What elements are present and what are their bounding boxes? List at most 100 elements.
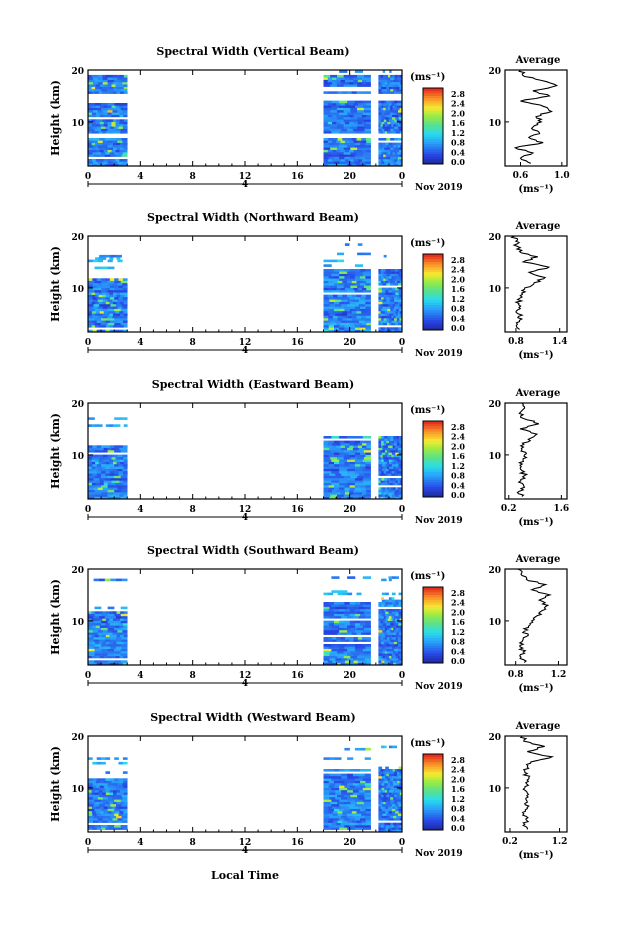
heatmap-cell xyxy=(362,287,367,291)
heatmap-cell xyxy=(120,660,128,663)
heatmap-cell xyxy=(105,466,110,469)
heatmap-cell xyxy=(354,604,363,607)
heatmap-cell xyxy=(323,126,331,129)
heatmap-cell xyxy=(344,780,350,784)
heatmap-cell xyxy=(117,110,123,113)
heatmap-cell xyxy=(115,482,120,486)
heatmap-cell xyxy=(122,473,128,476)
heatmap-cell xyxy=(342,91,348,94)
heatmap-cell xyxy=(95,625,100,628)
heatmap-cell xyxy=(119,780,124,784)
heatmap-cell xyxy=(391,790,394,793)
heatmap-cell xyxy=(339,290,348,293)
heatmap-cell xyxy=(331,145,340,148)
heatmap-cell xyxy=(88,811,93,814)
heatmap-cell xyxy=(113,325,117,328)
heatmap-cell xyxy=(117,315,123,319)
heatmap-cell xyxy=(380,780,384,784)
heatmap-cell xyxy=(347,299,354,302)
heatmap-cell xyxy=(354,301,361,305)
heatmap-cell xyxy=(398,292,403,295)
heatmap-cell xyxy=(107,492,115,495)
heatmap-cell xyxy=(361,163,367,167)
heatmap-cell xyxy=(387,478,391,481)
panel-1: Spectral Width (Northward Beam)0 4 8 12 16 20… xyxy=(49,211,568,361)
heatmap-cell xyxy=(107,625,112,628)
heatmap-cell xyxy=(396,632,400,635)
colorbar-tick-label: 0.8 xyxy=(451,637,465,647)
heatmap-cell xyxy=(387,637,390,640)
heatmap-cell xyxy=(88,623,93,626)
heatmap-cell xyxy=(357,119,365,122)
heatmap-cell xyxy=(323,297,329,300)
heatmap-cell xyxy=(328,454,335,458)
heatmap-cell xyxy=(94,107,102,111)
heatmap-cell xyxy=(88,152,93,155)
heatmap-cell xyxy=(381,776,386,779)
heatmap-cell xyxy=(394,801,398,805)
heatmap-cell xyxy=(395,827,399,830)
heatmap-cell xyxy=(399,280,403,284)
heatmap-cell xyxy=(352,447,360,451)
average-title: Average xyxy=(515,221,561,232)
heatmap-cell xyxy=(113,142,117,146)
heatmap-cell xyxy=(323,131,332,134)
heatmap-cell xyxy=(399,103,403,106)
heatmap-cell xyxy=(390,107,393,111)
heatmap-cell xyxy=(123,325,128,328)
heatmap-cell xyxy=(88,785,93,788)
colorbar-tick-label: 0.4 xyxy=(451,646,465,656)
heatmap-cell xyxy=(378,806,382,809)
heatmap-cell xyxy=(323,440,329,444)
heatmap-cell xyxy=(354,161,361,164)
heatmap-cell xyxy=(121,616,128,619)
heatmap-cell xyxy=(384,637,388,640)
heatmap-cell xyxy=(109,147,114,150)
heatmap-cell xyxy=(335,790,342,793)
heatmap-cell xyxy=(88,103,95,106)
heatmap-cell xyxy=(387,620,390,624)
heatmap-cell xyxy=(337,457,344,460)
heatmap-cell xyxy=(120,492,128,495)
heatmap-cell xyxy=(347,304,354,307)
heatmap-cell xyxy=(115,159,120,162)
heatmap-cell xyxy=(101,492,108,495)
heatmap-cell xyxy=(380,655,383,659)
heatmap-cell xyxy=(95,655,100,659)
heatmap-cell xyxy=(323,792,330,795)
heatmap-cell xyxy=(378,771,382,774)
colorbar-swatch xyxy=(423,436,443,440)
heatmap-cell xyxy=(114,496,121,500)
heatmap-cell xyxy=(381,294,385,298)
heatmap-cell xyxy=(353,662,359,666)
heatmap-cell xyxy=(349,466,356,469)
heatmap-cell xyxy=(378,105,382,108)
heatmap-cell xyxy=(102,77,108,80)
heatmap-cell xyxy=(394,445,398,448)
heatmap-cell xyxy=(120,290,128,293)
heatmap-cell xyxy=(358,783,365,786)
average-y-tick-label: 20 xyxy=(488,733,501,743)
heatmap-cell xyxy=(397,280,400,284)
heatmap-cell xyxy=(122,827,128,830)
heatmap-cell xyxy=(385,769,389,772)
heatmap-cell xyxy=(323,447,330,451)
heatmap-cell xyxy=(95,301,99,305)
heatmap-cell xyxy=(102,147,107,150)
heatmap-cell xyxy=(394,297,397,300)
heatmap-cell xyxy=(357,287,363,291)
heatmap-cell xyxy=(91,121,97,125)
heatmap-cell xyxy=(114,152,119,155)
colorbar-swatch xyxy=(423,431,443,434)
heatmap-cell xyxy=(350,627,358,631)
heatmap-cell xyxy=(122,287,128,291)
heatmap-cell xyxy=(105,119,110,122)
heatmap-cell xyxy=(349,639,354,642)
heatmap-cell xyxy=(330,126,338,129)
heatmap-cell xyxy=(112,468,118,472)
heatmap-cell xyxy=(380,792,383,795)
heatmap-cell xyxy=(340,159,346,162)
heatmap-cell xyxy=(380,769,384,772)
heatmap-cell xyxy=(101,660,108,663)
heatmap-cell xyxy=(365,163,371,167)
